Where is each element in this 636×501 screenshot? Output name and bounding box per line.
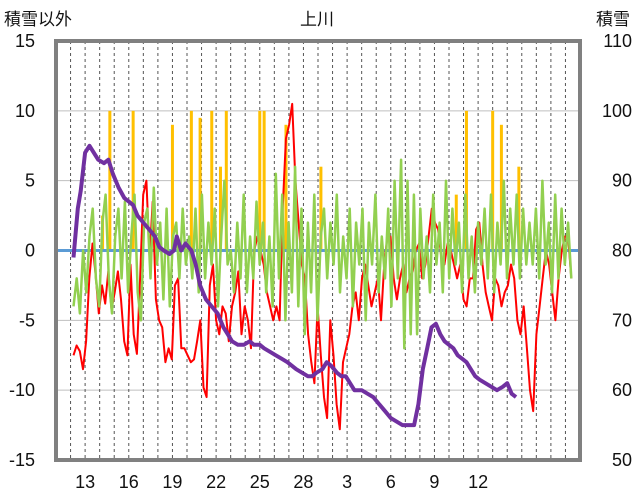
x-tick-label: 12 [468, 472, 488, 492]
precipitation-bar [108, 110, 112, 251]
left-y-tick-label: 10 [15, 101, 35, 121]
x-tick-label: 9 [429, 472, 439, 492]
left-y-tick-label: -5 [19, 310, 35, 330]
left-axis-label: 積雪以外 [4, 10, 72, 30]
right-y-tick-label: 100 [602, 101, 632, 121]
chart-title: 上川 [300, 10, 334, 30]
right-y-tick-label: 50 [612, 450, 632, 470]
left-y-tick-label: -10 [9, 380, 35, 400]
x-tick-label: 6 [386, 472, 396, 492]
x-tick-label: 13 [75, 472, 95, 492]
x-tick-label: 16 [119, 472, 139, 492]
precipitation-bar [218, 166, 222, 251]
right-y-tick-label: 110 [603, 31, 632, 51]
precipitation-bar [198, 117, 202, 251]
precipitation-bar [517, 166, 521, 251]
x-tick-label: 28 [293, 472, 313, 492]
x-tick-label: 22 [206, 472, 226, 492]
precipitation-bar [189, 110, 193, 251]
precipitation-bar [284, 124, 288, 251]
precipitation-bar [258, 110, 262, 251]
right-y-tick-label: 80 [612, 241, 632, 261]
left-y-tick-label: -15 [9, 450, 35, 470]
precipitation-bar [170, 124, 174, 251]
series-layer [56, 102, 580, 431]
right-axis-label: 積雪 [596, 10, 630, 30]
right-y-tick-label: 90 [612, 171, 632, 191]
x-tick-label: 19 [162, 472, 182, 492]
snow-depth-line [71, 143, 518, 428]
left-y-tick-label: 0 [25, 241, 35, 261]
right-y-tick-label: 60 [612, 380, 632, 400]
precipitation-bar [262, 110, 266, 251]
right-y-tick-label: 70 [612, 310, 632, 330]
wind-line [72, 158, 573, 350]
plot-frame [54, 39, 582, 462]
x-tick-label: 25 [250, 472, 270, 492]
precipitation-bar [464, 110, 468, 251]
left-y-tick-label: 5 [25, 171, 35, 191]
precipitation-bar [131, 110, 135, 251]
precipitation-bar [224, 110, 228, 251]
precipitation-bar [491, 110, 495, 251]
precipitation-bar [319, 166, 323, 251]
precipitation-bar [454, 194, 458, 251]
precipitation-bar [210, 110, 214, 251]
x-tick-label: 3 [342, 472, 352, 492]
temperature-line [72, 102, 573, 431]
precipitation-bar [499, 124, 503, 251]
left-y-tick-label: 15 [15, 31, 35, 51]
